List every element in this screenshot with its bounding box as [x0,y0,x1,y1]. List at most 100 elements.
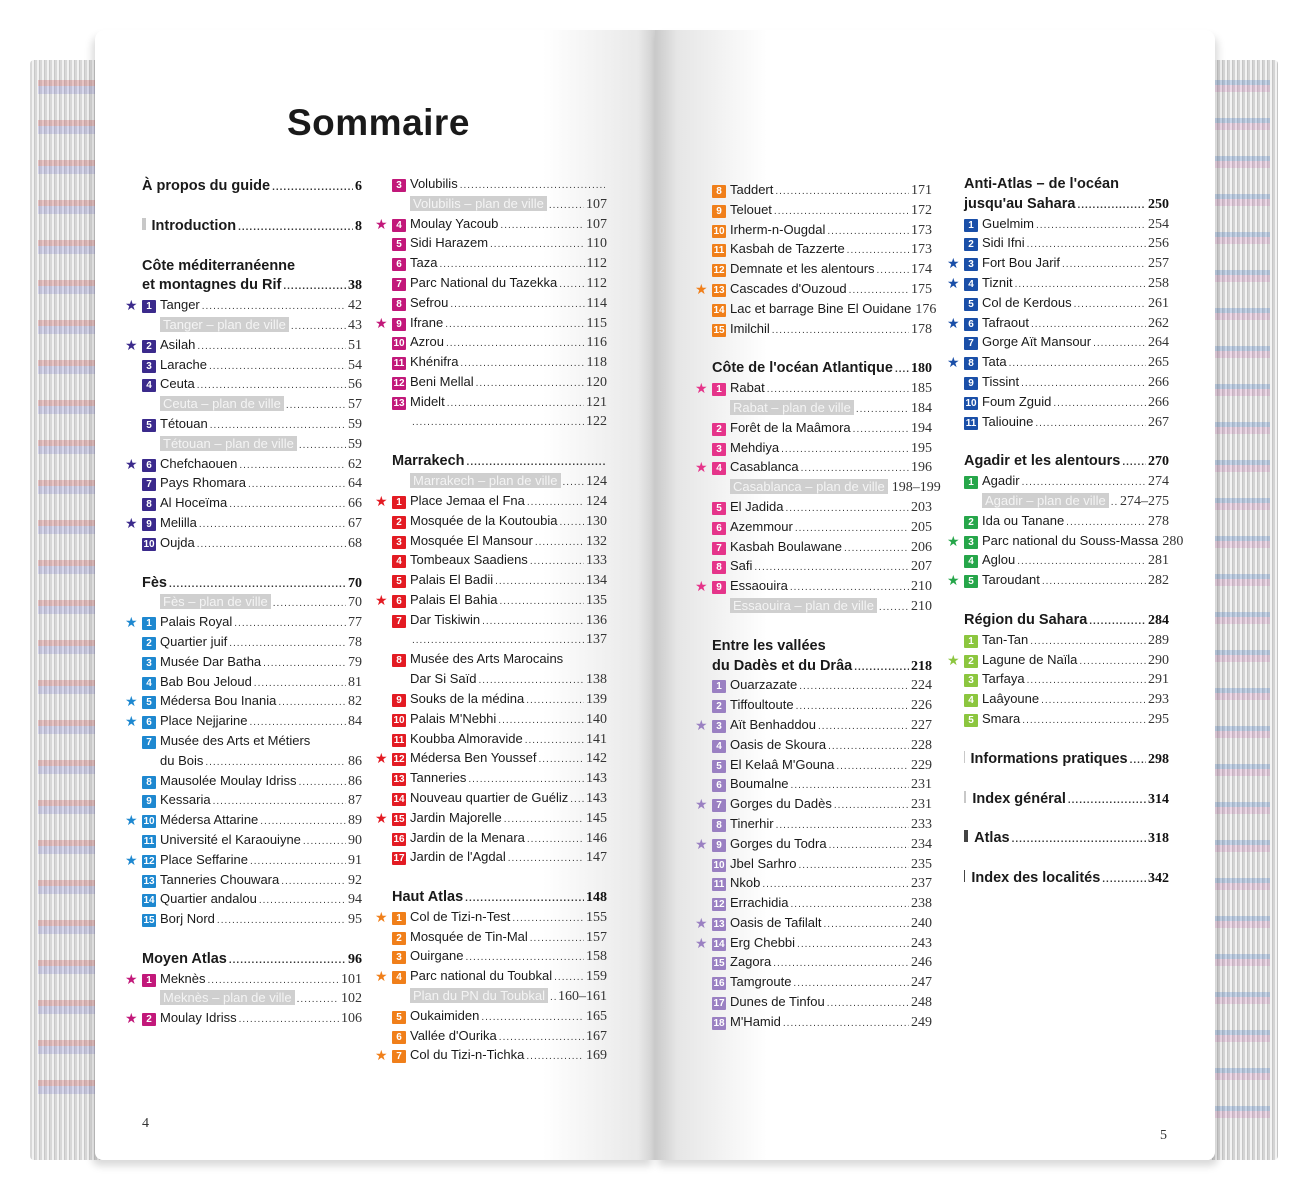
toc-entry[interactable]: 6 Taza 112 [392,255,607,275]
toc-entry[interactable]: ★ 1 Tanger 42 [125,297,362,317]
toc-entry[interactable]: 8 Al Hoceïma 66 [142,495,362,515]
toc-entry[interactable]: 6 Boumalne 231 [712,776,932,796]
toc-entry[interactable]: 13 Midelt 121 [392,394,607,414]
toc-entry[interactable]: 5 Tétouan 59 [142,416,362,436]
toc-section-heading[interactable]: jusqu'au Sahara 250 [964,196,1169,216]
toc-entry[interactable]: ★ 8 Tata 265 [947,354,1169,374]
toc-entry[interactable]: 6 Vallée d'Ourika 167 [392,1028,607,1048]
toc-entry[interactable]: 5 Oukaimiden 165 [392,1008,607,1028]
toc-entry[interactable]: ★ 4 Tiznit 258 [947,275,1169,295]
toc-entry[interactable]: 15 Borj Nord 95 [142,911,362,931]
toc-entry[interactable]: 8 Sefrou 114 [392,295,607,315]
toc-entry[interactable]: 2 Sidi Ifni 256 [964,235,1169,255]
toc-entry[interactable]: 5 El Jadida 203 [712,499,932,519]
toc-entry[interactable]: 16 Jardin de la Menara 146 [392,830,607,850]
toc-entry[interactable]: ★ 14 Erg Chebbi 243 [695,935,932,955]
toc-entry[interactable]: ★ 2 Lagune de Naïla 290 [947,652,1169,672]
toc-map-entry[interactable]: Tétouan – plan de ville 59 [142,435,362,456]
toc-entry[interactable]: 10 Palais M'Nebhi 140 [392,711,607,731]
toc-entry[interactable]: 11 Université el Karaouiyne 90 [142,832,362,852]
toc-section-heading[interactable]: Fès 70 [142,575,362,595]
toc-section-heading[interactable]: Entre les vallées [712,638,932,658]
toc-map-entry[interactable]: Meknès – plan de ville 102 [142,990,362,1010]
toc-entry[interactable]: 10 Foum Zguid 266 [964,394,1169,414]
toc-section-heading[interactable]: Marrakech [392,453,607,473]
toc-entry[interactable]: ★ 6 Palais El Bahia 135 [375,592,607,612]
toc-entry[interactable]: 11 Nkob 237 [712,875,932,895]
toc-entry[interactable]: 8 Tinerhir 233 [712,816,932,836]
toc-entry[interactable]: 2 Tiffoultoute 226 [712,697,932,717]
toc-entry[interactable]: 7 Musée des Arts et Métiers [142,733,362,753]
toc-entry[interactable]: ★ 9 Melilla 67 [125,515,362,535]
toc-entry[interactable]: 10 Azrou 116 [392,334,607,354]
toc-entry[interactable]: 13 Tanneries 143 [392,770,607,790]
toc-entry[interactable]: 2 Forêt de la Maâmora 194 [712,420,932,440]
toc-entry[interactable]: 14 Quartier andalou 94 [142,891,362,911]
toc-entry[interactable]: 1 Ouarzazate 224 [712,677,932,697]
toc-entry[interactable]: ★ 13 Cascades d'Ouzoud 175 [695,281,932,301]
toc-entry[interactable]: 7 Parc National du Tazekka 112 [392,275,607,295]
toc-map-entry[interactable]: Agadir – plan de ville 274–275 [964,492,1169,513]
toc-map-entry[interactable]: Volubilis – plan de ville 107 [392,195,607,216]
toc-entry[interactable]: ★ 7 Gorges du Dadès 231 [695,796,932,816]
toc-entry[interactable]: 3 Mosquée El Mansour 132 [392,533,607,553]
toc-entry[interactable]: 4 Aglou 281 [964,552,1169,572]
toc-section-heading[interactable]: Côte de l'océan Atlantique 180 [712,360,932,380]
toc-entry[interactable]: 7 Gorge Aït Mansour 264 [964,334,1169,354]
toc-entry[interactable]: 11 Koubba Almoravide 141 [392,731,607,751]
toc-entry[interactable]: 3 Larache 54 [142,357,362,377]
toc-entry[interactable]: 1 Tan-Tan 289 [964,632,1169,652]
toc-section-heading[interactable]: Moyen Atlas 96 [142,951,362,971]
toc-section-heading[interactable]: Informations pratiques 298 [964,750,1169,771]
toc-map-entry[interactable]: Casablanca – plan de ville 198–199 [712,479,941,499]
toc-map-entry[interactable]: Essaouira – plan de ville 210 [712,597,932,618]
toc-entry[interactable]: 1 Guelmim 254 [964,216,1169,236]
toc-entry[interactable]: ★ 7 Col du Tizi-n-Tichka 169 [375,1047,607,1067]
toc-entry[interactable]: 5 El Kelaâ M'Gouna 229 [712,757,932,777]
toc-entry[interactable]: 7 Dar Tiskiwin 136 [392,612,607,632]
toc-entry[interactable]: du Bois 86 [142,753,362,773]
toc-entry[interactable]: 4 Tombeaux Saadiens 133 [392,552,607,572]
toc-entry[interactable]: ★ 6 Tafraout 262 [947,315,1169,335]
toc-entry[interactable]: 2 Ida ou Tanane 278 [964,513,1169,533]
toc-entry[interactable]: Dar Si Saïd 138 [392,671,607,691]
toc-entry[interactable]: 16 Tamgroute 247 [712,974,932,994]
toc-entry[interactable]: 3 Ouirgane 158 [392,948,607,968]
toc-entry[interactable]: 3 Tarfaya 291 [964,671,1169,691]
toc-entry[interactable]: ★ 1 Meknès 101 [125,971,362,991]
toc-entry[interactable]: 5 Palais El Badii 134 [392,572,607,592]
toc-section-heading[interactable]: Index des localités 342 [964,870,1169,890]
toc-map-entry[interactable]: Fès – plan de ville 70 [142,594,362,614]
toc-section-heading[interactable]: Côte méditerranéenne [142,258,362,278]
toc-map-entry[interactable]: Plan du PN du Toubkal 160–161 [392,988,607,1008]
toc-entry[interactable]: ★ 2 Asilah 51 [125,337,362,357]
toc-section-heading[interactable]: À propos du guide 6 [142,178,362,198]
toc-entry[interactable]: ★ 4 Casablanca 196 [695,459,932,479]
toc-entry[interactable]: 8 Safi 207 [712,558,932,578]
toc-entry[interactable]: 9 Kessaria 87 [142,792,362,812]
toc-map-entry[interactable]: Rabat – plan de ville 184 [712,399,932,420]
toc-entry[interactable]: ★ 15 Jardin Majorelle 145 [375,810,607,830]
toc-map-entry[interactable]: Ceuta – plan de ville 57 [142,396,362,416]
toc-entry[interactable]: 8 Taddert 171 [712,182,932,202]
toc-entry[interactable]: 10 Irherm-n-Ougdal 173 [712,222,932,242]
toc-entry[interactable]: ★ 5 Médersa Bou Inania 82 [125,693,362,713]
toc-entry[interactable]: 5 Col de Kerdous 261 [964,295,1169,315]
toc-entry[interactable]: 4 Oasis de Skoura 228 [712,737,932,757]
toc-section-heading[interactable]: du Dadès et du Drâa 218 [712,658,932,678]
toc-section-heading[interactable]: Agadir et les alentours 270 [964,453,1169,473]
toc-entry[interactable]: 11 Taliouine 267 [964,414,1169,434]
toc-entry[interactable]: ★ 4 Moulay Yacoub 107 [375,216,607,236]
toc-entry[interactable]: ★ 6 Place Nejjarine 84 [125,713,362,733]
toc-entry[interactable]: ★ 1 Col de Tizi-n-Test 155 [375,909,607,929]
toc-entry[interactable]: 2 Mosquée de Tin-Mal 157 [392,929,607,949]
toc-entry[interactable]: 7 Pays Rhomara 64 [142,475,362,495]
toc-entry[interactable]: 14 Lac et barrage Bine El Ouidane 176 [712,301,936,321]
toc-entry[interactable]: 5 Sidi Harazem 110 [392,235,607,255]
toc-entry[interactable]: 11 Khénifra 118 [392,354,607,374]
toc-entry[interactable]: 18 M'Hamid 249 [712,1014,932,1034]
toc-entry[interactable]: 1 Agadir 274 [964,473,1169,493]
toc-section-heading[interactable]: Introduction 8 [142,217,362,238]
toc-entry[interactable]: ★ 1 Palais Royal 77 [125,614,362,634]
toc-entry[interactable]: ★ 1 Place Jemaa el Fna 124 [375,493,607,513]
